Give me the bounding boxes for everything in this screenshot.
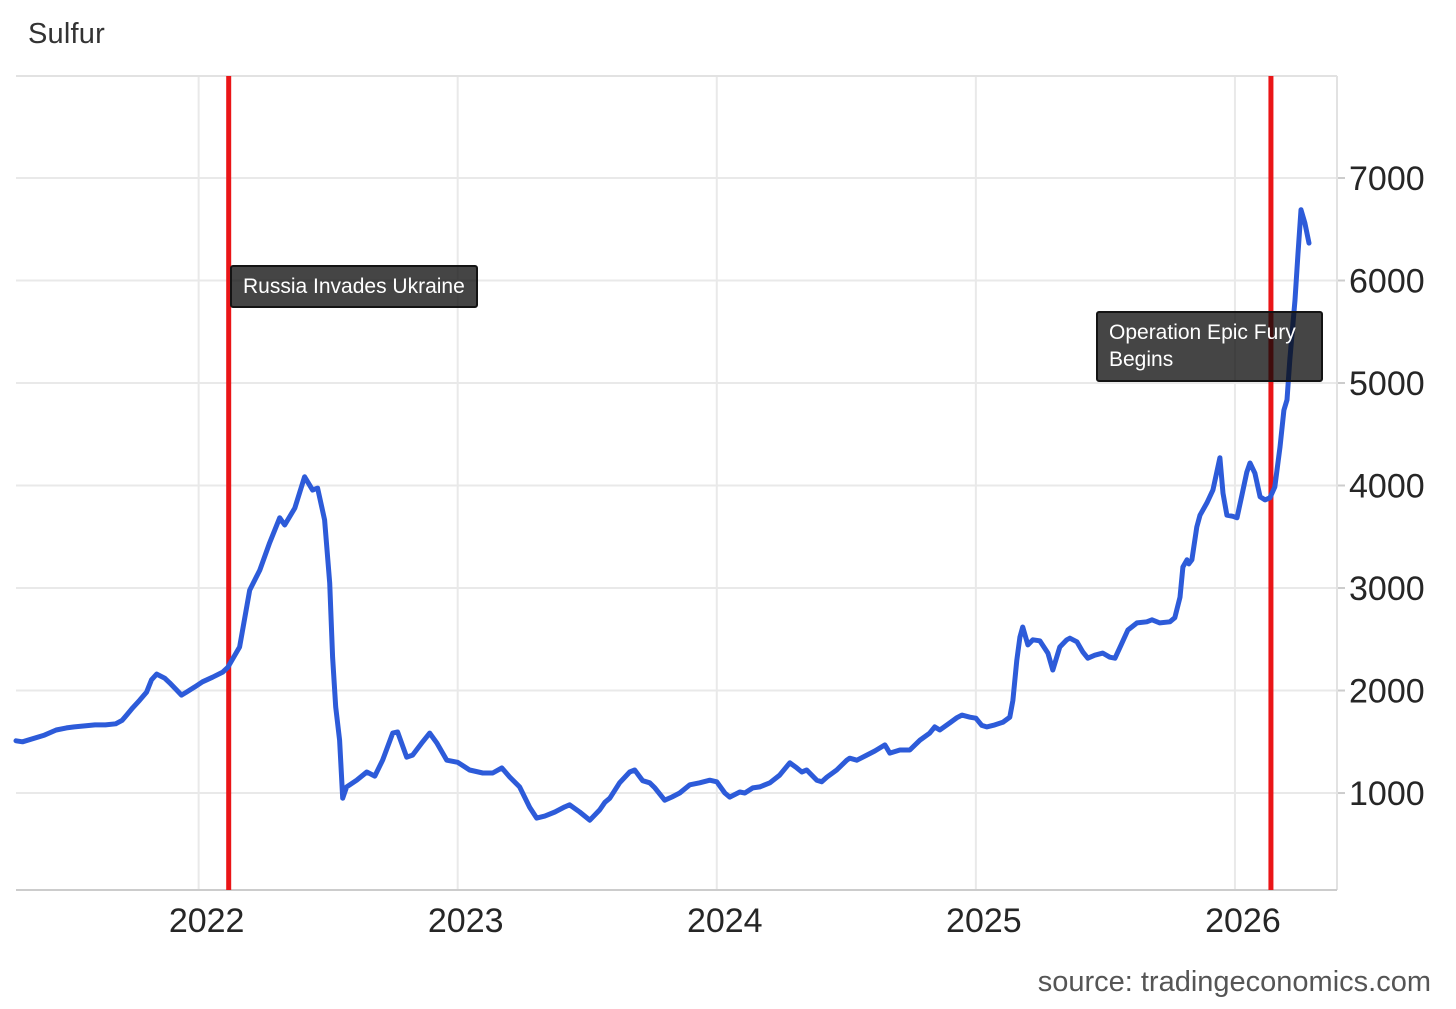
x-tick-label: 2024: [687, 902, 763, 940]
x-tick-label: 2023: [428, 902, 504, 940]
y-tick-label: 2000: [1349, 673, 1425, 711]
source-credit: source: tradingeconomics.com: [1037, 966, 1431, 998]
y-tick-label: 4000: [1349, 468, 1425, 506]
chart-title: Sulfur: [28, 18, 105, 50]
annotation-operation-epic-fury: Operation Epic Fury Begins: [1096, 311, 1323, 382]
annotation-label: Russia Invades Ukraine: [243, 275, 465, 298]
sulfur-price-line: [13, 207, 1312, 823]
annotation-label: Operation Epic Fury Begins: [1109, 321, 1296, 371]
annotation-russia-invades-ukraine: Russia Invades Ukraine: [230, 265, 478, 308]
y-tick-label: 1000: [1349, 775, 1425, 813]
x-tick-label: 2025: [946, 902, 1022, 940]
y-tick-label: 5000: [1349, 365, 1425, 403]
x-tick-label: 2026: [1205, 902, 1281, 940]
y-tick-label: 7000: [1349, 160, 1425, 198]
y-tick-label: 6000: [1349, 262, 1425, 300]
y-tick-label: 3000: [1349, 570, 1425, 608]
x-tick-label: 2022: [169, 902, 245, 940]
